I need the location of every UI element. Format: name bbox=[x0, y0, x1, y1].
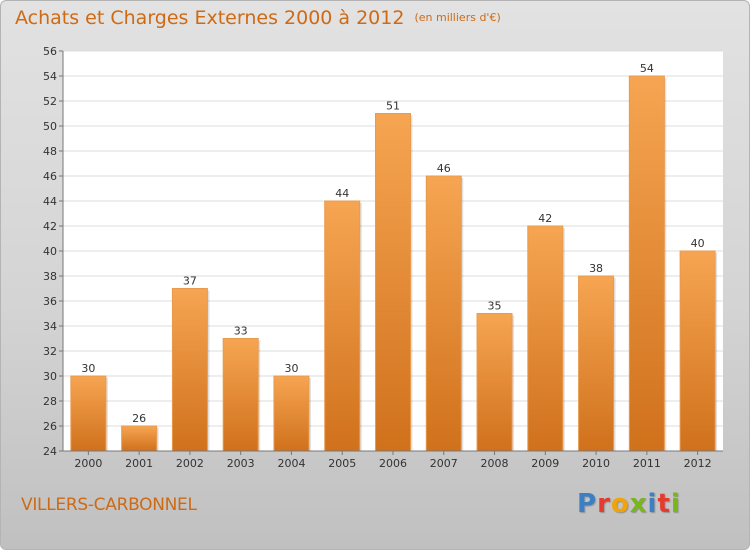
y-tick-label: 26 bbox=[43, 420, 57, 433]
y-tick-label: 54 bbox=[43, 70, 57, 83]
bar-2000 bbox=[70, 375, 107, 452]
y-tick-label: 56 bbox=[43, 45, 57, 58]
x-tick-label-2010: 2010 bbox=[582, 457, 610, 470]
data-label-2008: 35 bbox=[488, 300, 502, 313]
x-axis: 2000 2001 2002 2003 2004 2005 2006 2007 2008 2009… bbox=[63, 450, 723, 470]
bar-2010 bbox=[578, 275, 615, 452]
bar-2005 bbox=[324, 200, 361, 452]
logo-letter: x bbox=[629, 489, 648, 519]
bar-2009 bbox=[527, 225, 564, 452]
y-tick-label: 34 bbox=[43, 320, 57, 333]
logo-letter: i bbox=[647, 489, 658, 519]
y-tick-label: 38 bbox=[43, 270, 57, 283]
y-tick-label: 48 bbox=[43, 145, 57, 158]
y-tick-label: 40 bbox=[43, 245, 57, 258]
x-tick-label-2006: 2006 bbox=[379, 457, 407, 470]
data-label-2002: 37 bbox=[183, 275, 197, 288]
bar-2004 bbox=[273, 375, 310, 452]
x-tick-label-2003: 2003 bbox=[227, 457, 255, 470]
title-row: Achats et Charges Externes 2000 à 2012 (e… bbox=[15, 7, 501, 29]
logo-letter: t bbox=[657, 489, 671, 519]
x-tick-label-2011: 2011 bbox=[633, 457, 661, 470]
logo-letter: P bbox=[577, 489, 598, 519]
bar-2003 bbox=[222, 338, 259, 452]
y-tick-label: 28 bbox=[43, 395, 57, 408]
data-label-2006: 51 bbox=[386, 100, 400, 113]
y-tick-label: 36 bbox=[43, 295, 57, 308]
y-tick-label: 52 bbox=[43, 95, 57, 108]
y-tick-label: 32 bbox=[43, 345, 57, 358]
x-tick-label-2001: 2001 bbox=[125, 457, 153, 470]
data-label-2007: 46 bbox=[437, 162, 451, 175]
data-label-2003: 33 bbox=[234, 325, 248, 338]
data-label-2012: 40 bbox=[691, 237, 705, 250]
bar-2007 bbox=[425, 175, 462, 452]
data-label-2011: 54 bbox=[640, 62, 654, 75]
x-tick-label-2009: 2009 bbox=[531, 457, 559, 470]
y-tick-label: 24 bbox=[43, 445, 57, 458]
chart-subtitle: (en milliers d'€) bbox=[414, 11, 501, 24]
x-tick-label-2005: 2005 bbox=[328, 457, 356, 470]
bar-2001 bbox=[121, 425, 158, 452]
y-tick-label: 42 bbox=[43, 220, 57, 233]
data-label-2009: 42 bbox=[538, 212, 552, 225]
x-tick-label-2012: 2012 bbox=[684, 457, 712, 470]
chart-title: Achats et Charges Externes 2000 à 2012 bbox=[15, 7, 405, 29]
data-label-2004: 30 bbox=[284, 362, 298, 375]
y-tick-label: 44 bbox=[43, 195, 57, 208]
bar-2012 bbox=[679, 250, 716, 452]
x-tick-label-2002: 2002 bbox=[176, 457, 204, 470]
y-axis: 24 26 28 30 32 34 36 38 40 42 44 46 48 50 52 54 56 bbox=[43, 45, 64, 458]
logo-letter: o bbox=[610, 489, 630, 519]
data-label-2001: 26 bbox=[132, 412, 146, 425]
y-tick-label: 30 bbox=[43, 370, 57, 383]
bar-2002 bbox=[171, 288, 208, 452]
commune-name: VILLERS-CARBONNEL bbox=[21, 495, 197, 515]
logo-letter: i bbox=[670, 489, 681, 519]
y-tick-label: 50 bbox=[43, 120, 57, 133]
proxiti-logo[interactable]: Proxiti bbox=[577, 489, 681, 519]
x-tick-label-2000: 2000 bbox=[74, 457, 102, 470]
logo-letter: r bbox=[597, 489, 611, 519]
data-label-2000: 30 bbox=[81, 362, 95, 375]
x-tick-label-2004: 2004 bbox=[277, 457, 305, 470]
data-labels: 30 26 37 33 30 44 51 46 35 42 38 54 40 bbox=[81, 62, 704, 425]
y-tick-label: 46 bbox=[43, 170, 57, 183]
bars bbox=[70, 75, 718, 452]
data-label-2010: 38 bbox=[589, 262, 603, 275]
data-label-2005: 44 bbox=[335, 187, 349, 200]
bar-2006 bbox=[375, 113, 411, 452]
x-tick-label-2007: 2007 bbox=[430, 457, 458, 470]
bar-2008 bbox=[476, 313, 513, 452]
bar-2011 bbox=[628, 75, 665, 452]
x-tick-label-2008: 2008 bbox=[481, 457, 509, 470]
